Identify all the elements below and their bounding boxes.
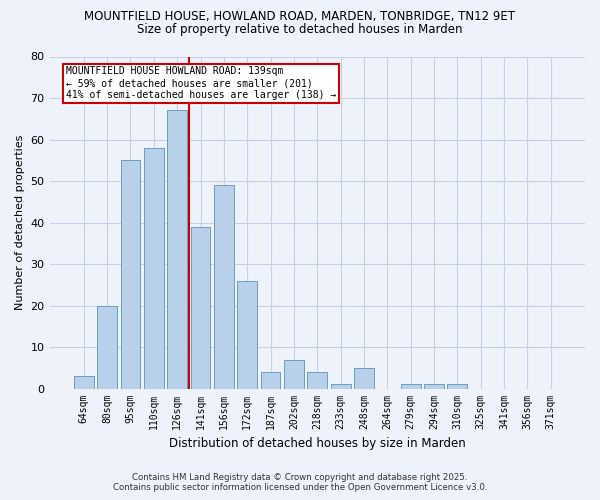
Text: MOUNTFIELD HOUSE HOWLAND ROAD: 139sqm
← 59% of detached houses are smaller (201): MOUNTFIELD HOUSE HOWLAND ROAD: 139sqm ← …: [65, 66, 336, 100]
Bar: [448, 384, 467, 388]
Y-axis label: Number of detached properties: Number of detached properties: [15, 135, 25, 310]
Bar: [144, 148, 164, 388]
Bar: [214, 185, 234, 388]
Bar: [354, 368, 374, 388]
Bar: [167, 110, 187, 388]
Text: Size of property relative to detached houses in Marden: Size of property relative to detached ho…: [137, 22, 463, 36]
Bar: [74, 376, 94, 388]
Bar: [260, 372, 280, 388]
Bar: [331, 384, 350, 388]
Bar: [238, 280, 257, 388]
Text: MOUNTFIELD HOUSE, HOWLAND ROAD, MARDEN, TONBRIDGE, TN12 9ET: MOUNTFIELD HOUSE, HOWLAND ROAD, MARDEN, …: [85, 10, 515, 23]
Bar: [121, 160, 140, 388]
Bar: [307, 372, 327, 388]
Text: Contains HM Land Registry data © Crown copyright and database right 2025.
Contai: Contains HM Land Registry data © Crown c…: [113, 473, 487, 492]
Bar: [424, 384, 444, 388]
Bar: [191, 226, 211, 388]
X-axis label: Distribution of detached houses by size in Marden: Distribution of detached houses by size …: [169, 437, 466, 450]
Bar: [97, 306, 117, 388]
Bar: [284, 360, 304, 388]
Bar: [401, 384, 421, 388]
